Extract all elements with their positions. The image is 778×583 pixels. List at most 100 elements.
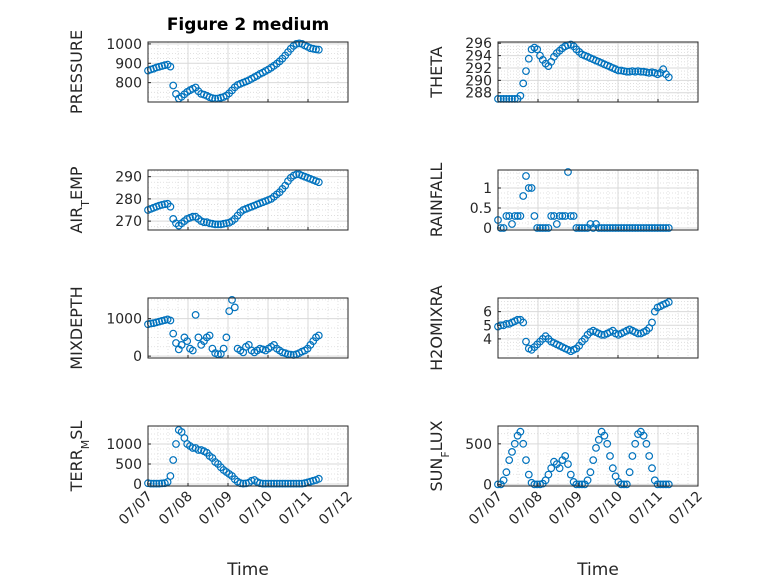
data-point [628,452,637,460]
data-point [508,220,516,228]
data-point [256,479,264,488]
axes-box [147,169,349,231]
y-tick-label: 4 [483,332,492,348]
data-point [278,479,287,488]
data-point [314,474,323,483]
data-point [261,479,270,488]
y-tick-label: 1 [483,181,492,197]
data-series [144,170,323,230]
data-point [566,212,575,220]
data-point [155,479,164,488]
data-point [519,192,528,200]
data-point [547,464,556,473]
data-point [222,333,231,342]
data-point [662,480,670,489]
data-point [292,40,301,48]
x-axis-label-right: Time [576,560,619,580]
y-tick-label: 294 [465,49,492,65]
data-series [494,298,673,356]
data-point [510,212,519,220]
y-tick-label: 270 [115,214,142,230]
data-point [597,330,606,339]
data-point [289,479,298,488]
data-point [625,468,634,477]
data-series [144,296,323,359]
data-point [634,329,642,338]
data-point [639,431,648,440]
x-tick-label: 07/10 [586,489,626,529]
data-point [572,480,581,489]
y-tick-label: 290 [465,73,492,89]
data-point [230,303,239,312]
data-point [634,224,642,232]
data-point [270,479,278,488]
data-point [524,184,533,192]
y-tick-label: 0.5 [470,201,492,217]
data-point [642,439,651,448]
figure-title: Figure 2 medium [167,15,329,35]
axes-box [147,425,349,487]
data-point [547,212,556,220]
x-tick-label: 07/12 [316,489,356,529]
data-point [575,480,584,489]
data-point [572,224,581,232]
data-point [239,479,248,488]
data-point [211,220,220,229]
data-series [494,168,673,232]
axes-box [147,297,349,359]
data-point [292,170,301,179]
data-point [527,184,536,192]
data-point [524,470,533,479]
y-tick-label: 0 [133,349,142,365]
data-point [284,479,292,488]
data-point [166,62,175,71]
data-point [620,480,628,489]
grid [497,426,699,486]
data-point [200,218,208,227]
data-point [580,224,589,232]
data-point [555,464,564,473]
data-point [611,224,620,232]
data-point [645,224,654,232]
data-point [264,479,273,488]
y-tick-label: 5 [483,318,492,334]
data-point [533,45,542,54]
data-point [575,224,584,232]
data-point [631,224,640,232]
y-axis-label: THETA [427,46,446,98]
data-point [622,67,631,76]
data-point [578,224,586,232]
data-point [522,67,530,75]
x-tick-label: 07/09 [546,489,586,529]
data-point [544,224,553,232]
data-point [606,224,614,232]
data-point [648,318,656,327]
data-point [519,318,528,327]
y-tick-label: 800 [115,76,142,92]
data-point [636,67,645,76]
data-point [522,172,530,180]
subplot-h2omixra: 456 H2OMIXRA [427,285,699,371]
y-tick-label: 500 [115,457,142,473]
data-point [628,224,637,232]
data-point [564,460,572,469]
y-axis-label: TERRMSL [67,421,92,493]
data-point [603,224,612,232]
data-point [205,219,214,228]
data-point [258,479,267,488]
y-tick-label: 0 [133,477,142,493]
data-point [622,224,631,232]
data-point [656,480,665,489]
data-point [659,480,668,489]
data-point [166,316,175,325]
data-point [314,331,323,340]
subplot-air-temp: 270 280 290 AIRTEMP [67,166,349,234]
x-tick-label: 07/11 [276,489,316,529]
data-point [519,439,528,448]
y-axis-label: H2OMIXRA [427,285,446,371]
data-series [494,40,673,103]
data-point [225,307,234,316]
y-axis-label: SUNFLUX [427,420,452,491]
data-point [169,456,178,464]
